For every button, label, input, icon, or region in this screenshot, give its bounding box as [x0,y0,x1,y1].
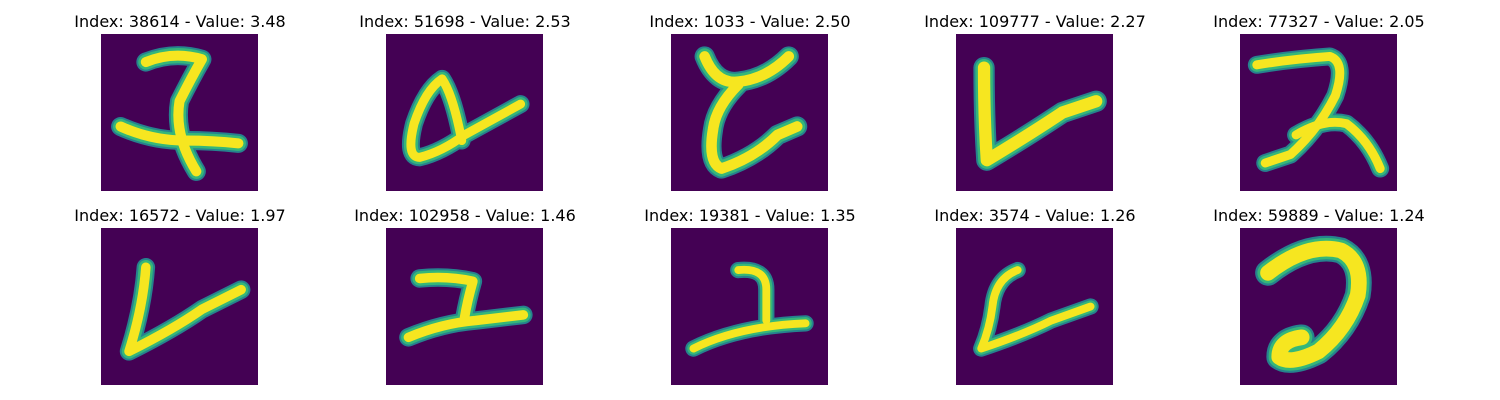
panel-title: Index: 77327 - Value: 2.05 [1213,12,1425,31]
panel-title: Index: 109777 - Value: 2.27 [924,12,1146,31]
sample-panel-3: Index: 1033 - Value: 2.50 [620,12,880,202]
digit-image [1240,228,1397,385]
sample-panel-5: Index: 77327 - Value: 2.05 [1189,12,1449,202]
panel-title: Index: 102958 - Value: 1.46 [354,206,576,225]
digit-image [956,34,1113,191]
panel-title: Index: 59889 - Value: 1.24 [1213,206,1425,225]
digit-image [956,228,1113,385]
digit-image [1240,34,1397,191]
panel-title: Index: 38614 - Value: 3.48 [74,12,286,31]
panel-title: Index: 51698 - Value: 2.53 [359,12,571,31]
sample-panel-1: Index: 38614 - Value: 3.48 [50,12,310,202]
panel-title: Index: 1033 - Value: 2.50 [649,12,851,31]
digit-image [386,228,543,385]
sample-panel-4: Index: 109777 - Value: 2.27 [905,12,1165,202]
sample-panel-10: Index: 59889 - Value: 1.24 [1189,206,1449,396]
digit-image [671,228,828,385]
digit-image [101,34,258,191]
digit-image [101,228,258,385]
sample-panel-9: Index: 3574 - Value: 1.26 [905,206,1165,396]
panel-title: Index: 16572 - Value: 1.97 [74,206,286,225]
sample-panel-6: Index: 16572 - Value: 1.97 [50,206,310,396]
digit-image [671,34,828,191]
sample-panel-8: Index: 19381 - Value: 1.35 [620,206,880,396]
panel-title: Index: 19381 - Value: 1.35 [644,206,856,225]
sample-panel-7: Index: 102958 - Value: 1.46 [335,206,595,396]
sample-panel-2: Index: 51698 - Value: 2.53 [335,12,595,202]
panel-title: Index: 3574 - Value: 1.26 [934,206,1136,225]
digit-image [386,34,543,191]
